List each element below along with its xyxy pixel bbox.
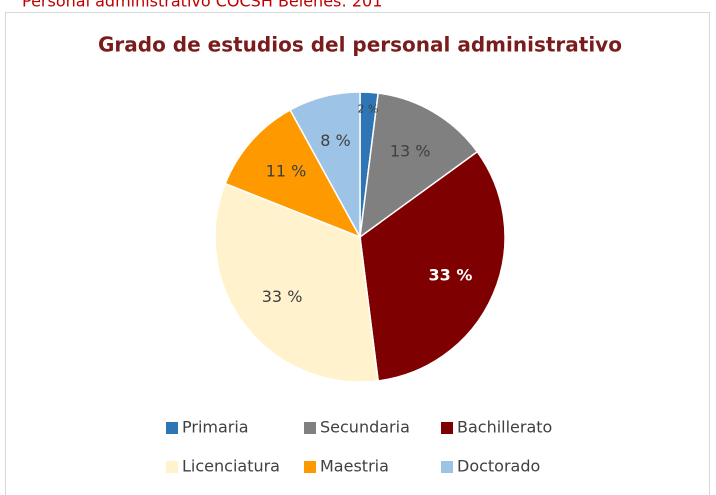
pie-slice bbox=[289, 91, 361, 238]
caption: Personal administrativo COCSH Belenes: 2… bbox=[22, 0, 382, 11]
legend-label: Secundaria bbox=[320, 418, 410, 437]
legend-label: Maestria bbox=[320, 457, 389, 476]
legend-label: Doctorado bbox=[457, 457, 540, 476]
pie-slice bbox=[214, 182, 380, 383]
slice-label: 33 % bbox=[262, 287, 303, 306]
value-labels: 2 % 13 % 33 % 33 % 11 % 8 % bbox=[262, 103, 473, 306]
pie-slice bbox=[359, 92, 479, 239]
legend-swatch bbox=[441, 422, 453, 434]
pie bbox=[214, 91, 506, 383]
chart-title: Grado de estudios del personal administr… bbox=[98, 33, 622, 57]
legend-label: Primaria bbox=[182, 418, 249, 437]
legend-label: Bachillerato bbox=[457, 418, 552, 437]
slice-label: 11 % bbox=[266, 161, 307, 180]
legend: Primaria Secundaria Bachillerato Licenciatu… bbox=[166, 418, 552, 476]
slice-label: 13 % bbox=[390, 142, 431, 161]
slice-label: 33 % bbox=[429, 266, 473, 285]
legend-swatch bbox=[441, 461, 453, 473]
legend-label: Licenciatura bbox=[182, 457, 280, 476]
legend-swatch bbox=[166, 461, 178, 473]
legend-swatch bbox=[166, 422, 178, 434]
legend-swatch bbox=[304, 461, 316, 473]
slice-label: 8 % bbox=[320, 131, 350, 150]
legend-swatch bbox=[304, 422, 316, 434]
pie-slice bbox=[359, 150, 506, 382]
pie-slice bbox=[224, 108, 362, 239]
slice-label: 2 % bbox=[358, 103, 379, 116]
